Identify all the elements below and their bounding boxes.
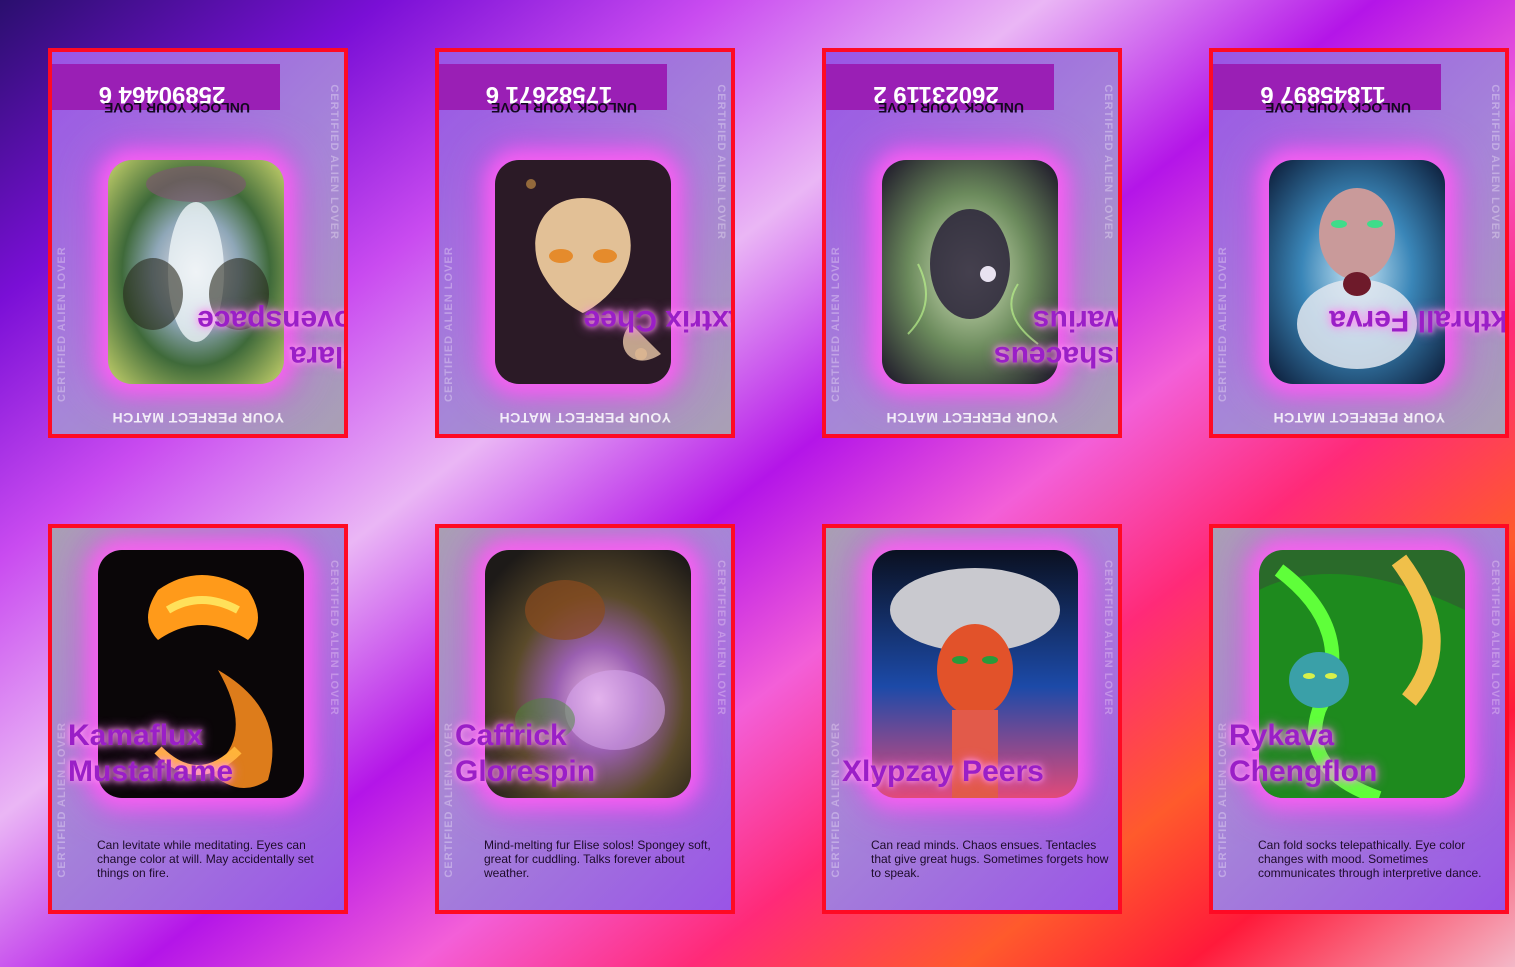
- unlock-label: UNLOCK YOUR LOVE: [491, 100, 637, 116]
- alien-portrait: [1269, 160, 1445, 384]
- certified-label: CERTIFIED ALIEN LOVER: [443, 246, 455, 402]
- alien-card-6[interactable]: CERTIFIED ALIEN LOVER CERTIFIED ALIEN LO…: [435, 524, 735, 914]
- alien-card-2[interactable]: CERTIFIED ALIEN LOVER CERTIFIED ALIEN LO…: [435, 48, 735, 438]
- alien-card-8[interactable]: CERTIFIED ALIEN LOVER CERTIFIED ALIEN LO…: [1209, 524, 1509, 914]
- certified-label: CERTIFIED ALIEN LOVER: [830, 246, 842, 402]
- certified-label-left: CERTIFIED ALIEN LOVER: [1102, 84, 1114, 240]
- unlock-label: UNLOCK YOUR LOVE: [878, 100, 1024, 116]
- certified-label: CERTIFIED ALIEN LOVER: [1489, 560, 1501, 716]
- alien-name: Daxtrix Chee: [583, 304, 735, 337]
- alien-portrait: [872, 550, 1078, 798]
- alien-bio: Can levitate while meditating. Eyes can …: [97, 838, 314, 880]
- certified-label-left: CERTIFIED ALIEN LOVER: [715, 84, 727, 240]
- alien-name: Mikthrall Ferva: [1329, 304, 1509, 337]
- unlock-label: UNLOCK YOUR LOVE: [104, 100, 250, 116]
- alien-portrait: [108, 160, 284, 384]
- alien-portrait: [485, 550, 691, 798]
- certified-label-left: CERTIFIED ALIEN LOVER: [1217, 722, 1229, 878]
- alien-bio: Can fold socks telepathically. Eye color…: [1258, 838, 1482, 880]
- certified-label: CERTIFIED ALIEN LOVER: [715, 560, 727, 716]
- alien-bio: Can read minds. Chaos ensues. Tentacles …: [871, 838, 1109, 880]
- alien-portrait: [98, 550, 304, 798]
- certified-label: CERTIFIED ALIEN LOVER: [1217, 246, 1229, 402]
- alien-card-5[interactable]: CERTIFIED ALIEN LOVER CERTIFIED ALIEN LO…: [48, 524, 348, 914]
- certified-label-left: CERTIFIED ALIEN LOVER: [830, 722, 842, 878]
- alien-name: Caffrick Glorespin: [455, 719, 596, 788]
- alien-bio: Mind-melting fur Elise solos! Spongey so…: [484, 838, 711, 880]
- match-label: YOUR PERFECT MATCH: [1272, 410, 1446, 426]
- alien-card-7[interactable]: CERTIFIED ALIEN LOVER CERTIFIED ALIEN LO…: [822, 524, 1122, 914]
- certified-label: CERTIFIED ALIEN LOVER: [56, 246, 68, 402]
- alien-portrait: [495, 160, 671, 384]
- certified-label: CERTIFIED ALIEN LOVER: [328, 560, 340, 716]
- alien-card-1[interactable]: CERTIFIED ALIEN LOVER CERTIFIED ALIEN LO…: [48, 48, 348, 438]
- certified-label-left: CERTIFIED ALIEN LOVER: [443, 722, 455, 878]
- certified-label-left: CERTIFIED ALIEN LOVER: [56, 722, 68, 878]
- certified-label: CERTIFIED ALIEN LOVER: [1102, 560, 1114, 716]
- alien-card-4[interactable]: CERTIFIED ALIEN LOVER CERTIFIED ALIEN LO…: [1209, 48, 1509, 438]
- alien-name: Rykava Chengflon: [1229, 719, 1378, 788]
- certified-label-left: CERTIFIED ALIEN LOVER: [1489, 84, 1501, 240]
- certified-label-left: CERTIFIED ALIEN LOVER: [328, 84, 340, 240]
- alien-portrait: [882, 160, 1058, 384]
- match-label: YOUR PERFECT MATCH: [111, 410, 285, 426]
- alien-name: Xylara Wovenspace: [197, 304, 348, 373]
- alien-name: Kamaflux Mustaflame: [68, 719, 234, 788]
- alien-card-3[interactable]: CERTIFIED ALIEN LOVER CERTIFIED ALIEN LO…: [822, 48, 1122, 438]
- alien-name: Kushaceus Tiwarius: [993, 304, 1122, 373]
- alien-name: Xlypzay Peers: [842, 755, 1044, 788]
- alien-portrait: [1259, 550, 1465, 798]
- match-label: YOUR PERFECT MATCH: [498, 410, 672, 426]
- unlock-label: UNLOCK YOUR LOVE: [1265, 100, 1411, 116]
- match-label: YOUR PERFECT MATCH: [885, 410, 1059, 426]
